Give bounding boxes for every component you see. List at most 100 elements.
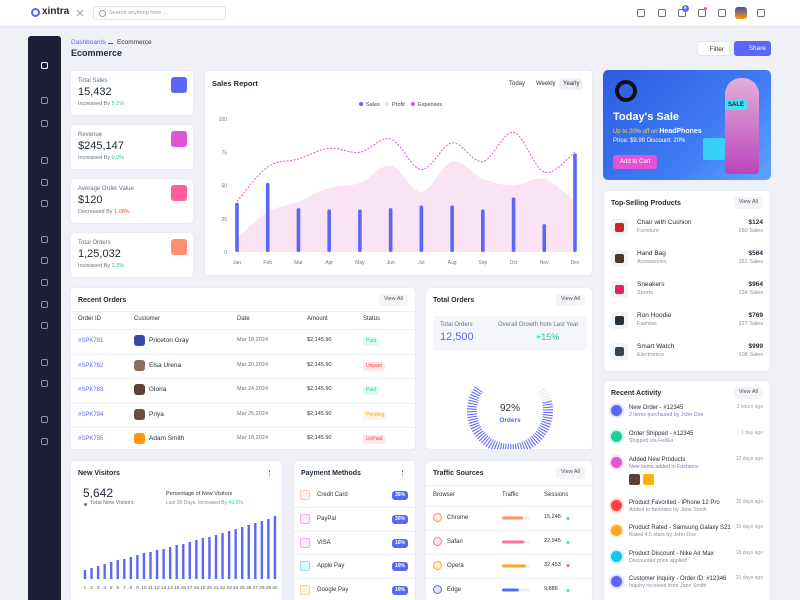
bar (116, 560, 119, 579)
chart-canvas: 1 2 3 4 5 6 7 8 9 10 11 12 13 14 15 16 17 18 19 20 21 22 23 24 2… (83, 516, 278, 591)
x-tick-label: 16 (181, 585, 187, 591)
stat-card: Total Orders 1,25,032 Increased By 2.3% (70, 232, 194, 278)
sidebar-icon[interactable] (41, 179, 48, 186)
order-status: Unpaid (363, 361, 385, 371)
product-price: $124 (748, 219, 763, 226)
stat-card: Average Order Value $120 Decreased By 1.08… (70, 178, 194, 224)
bar (175, 545, 178, 579)
order-status: Pending (363, 410, 388, 420)
price-text: Price: $9.99 (613, 138, 646, 144)
view-all-button[interactable]: View All (555, 467, 585, 479)
sidebar-icon[interactable] (41, 236, 48, 243)
search-box[interactable]: Search anything here ... (93, 6, 226, 20)
sidebar-icon[interactable] (41, 438, 48, 445)
header-icon[interactable] (698, 9, 706, 17)
order-amount: $2,145.90 (307, 410, 332, 417)
sidebar-icon[interactable] (41, 322, 48, 329)
x-tick-label: 1 (84, 585, 87, 591)
filter-button[interactable]: Filter (697, 41, 730, 56)
activity-time: 15 days ago (735, 499, 763, 505)
traffic-bar (502, 540, 525, 544)
view-all-button[interactable]: View All (733, 197, 763, 209)
header-icon[interactable] (718, 9, 726, 17)
order-amount: $2,145.90 (307, 361, 332, 368)
sidebar-icon[interactable] (41, 120, 48, 127)
menu-dots[interactable] (402, 470, 405, 476)
product-category: Electronics (637, 352, 664, 358)
activity-time: 20 days ago (735, 575, 763, 581)
bar (96, 566, 100, 579)
sidebar-icon[interactable] (41, 62, 48, 69)
breadcrumb-link[interactable]: Dashboards (71, 39, 107, 46)
sidebar-icon[interactable] (41, 359, 48, 366)
activity-detail: Added to favorites by Jane Smith (629, 507, 707, 513)
bar (296, 208, 301, 252)
bar (83, 570, 87, 579)
activity-icon (611, 576, 622, 587)
sessions: 9,886 (544, 586, 558, 592)
activity-time: 18 days ago (735, 550, 763, 556)
activity-time: 16 days ago (735, 524, 763, 530)
x-tick-label: 18 (194, 585, 200, 591)
recent-activity-card: Recent Activity View All New Order - #1234… (603, 380, 771, 600)
view-all-button[interactable]: View All (378, 294, 408, 306)
activity-detail: Shipped via FedEx (629, 438, 674, 444)
header-icon[interactable] (757, 9, 765, 17)
bar (573, 153, 577, 252)
product-sales: 260 Sales (738, 228, 763, 234)
view-all-button[interactable]: View All (733, 387, 763, 399)
x-tick-label: 7 (123, 585, 126, 591)
sidebar-icon[interactable] (41, 257, 48, 264)
tab[interactable]: Today (509, 81, 526, 87)
customer-avatar (134, 408, 145, 420)
x-tick-label: 19 (200, 585, 206, 591)
logo-icon (31, 8, 40, 17)
header-icon[interactable] (637, 9, 645, 17)
sidebar-icon[interactable] (41, 416, 48, 423)
gauge-fill (467, 386, 553, 449)
stat-trend: Increased By 2.3% (78, 263, 124, 270)
summary-box (433, 316, 587, 351)
tab[interactable]: Yearly (559, 78, 584, 90)
card-title: Recent Activity (611, 390, 662, 397)
sidebar-icon[interactable] (41, 279, 48, 286)
order-amount: $2,145.90 (307, 337, 332, 343)
column-header: Browser (433, 492, 456, 498)
add-to-cart-button[interactable]: Add to Cart (613, 155, 658, 169)
area (237, 161, 575, 252)
product-thumb (615, 254, 624, 263)
page-title: Ecommerce (71, 48, 123, 58)
sidebar-icon[interactable] (41, 301, 48, 308)
legend-marker (385, 102, 389, 106)
legend-marker (411, 102, 415, 106)
x-tick-label: 15 (174, 585, 180, 591)
stat-icon (171, 185, 187, 201)
view-all-button[interactable]: View All (555, 294, 585, 306)
bar (247, 525, 250, 579)
sidebar-icon[interactable] (41, 157, 48, 164)
header-icon[interactable] (658, 9, 666, 17)
activity-title: New Order - #12345 (629, 405, 684, 411)
summary-value: 12,500 (440, 331, 474, 343)
sessions: 15,248 (544, 514, 561, 520)
x-tick-label: 6 (116, 585, 119, 591)
new-visitors-card: New Visitors 5,642 Total New Visitors Perce… (70, 460, 283, 600)
payment-icon (300, 561, 310, 572)
card-title: New Visitors (78, 470, 120, 477)
x-tick-label: 4 (103, 585, 106, 591)
share-button[interactable]: Share (734, 41, 771, 56)
sidebar-icon[interactable] (41, 97, 48, 104)
menu-dots[interactable] (269, 470, 272, 476)
notification-dot (704, 7, 707, 10)
visitors-dot (84, 503, 87, 506)
activity-title: Customer Inquiry - Order ID: #12346 (629, 576, 727, 582)
bar (234, 529, 237, 579)
tab[interactable]: Weekly (536, 81, 556, 87)
avatar[interactable] (735, 7, 747, 19)
sidebar-icon[interactable] (41, 200, 48, 207)
browser-name: Safari (447, 539, 463, 545)
sessions: 22,945 (544, 538, 561, 544)
trend-change: 5.1% (111, 101, 125, 107)
x-tick-label: 5 (110, 585, 113, 591)
sidebar-icon[interactable] (41, 380, 48, 387)
